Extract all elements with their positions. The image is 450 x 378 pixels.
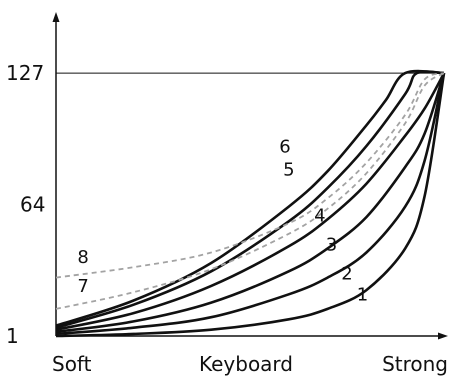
curve-2 xyxy=(55,72,446,336)
y-tick-label-127: 127 xyxy=(6,61,44,85)
curves xyxy=(55,69,446,338)
curve-5 xyxy=(55,70,445,329)
curve-1 xyxy=(55,72,446,338)
x-label-soft: Soft xyxy=(52,352,92,376)
curve-label-1: 1 xyxy=(357,285,368,306)
axes xyxy=(52,12,448,340)
y-tick-label-64: 64 xyxy=(20,193,45,217)
curve-label-5: 5 xyxy=(283,159,294,180)
y-tick-label-1: 1 xyxy=(6,324,19,348)
curve-6 xyxy=(55,69,445,327)
curve-label-8: 8 xyxy=(77,247,88,268)
curve-label-3: 3 xyxy=(326,234,337,255)
curve-8 xyxy=(55,72,445,279)
y-tick-labels: 127 64 1 xyxy=(6,61,45,348)
curve-label-4: 4 xyxy=(314,205,325,226)
curve-3 xyxy=(55,72,446,334)
curve-label-6: 6 xyxy=(279,136,290,157)
curve-label-7: 7 xyxy=(77,276,88,297)
curve-label-2: 2 xyxy=(341,264,352,285)
x-category-labels: Soft Keyboard Strong xyxy=(52,352,448,376)
x-label-keyboard: Keyboard xyxy=(199,352,293,376)
curve-7 xyxy=(55,72,445,310)
curve-4 xyxy=(55,72,446,331)
x-label-strong: Strong xyxy=(382,352,448,376)
y-axis-arrow-icon xyxy=(52,12,60,22)
x-axis-arrow-icon xyxy=(438,332,448,340)
